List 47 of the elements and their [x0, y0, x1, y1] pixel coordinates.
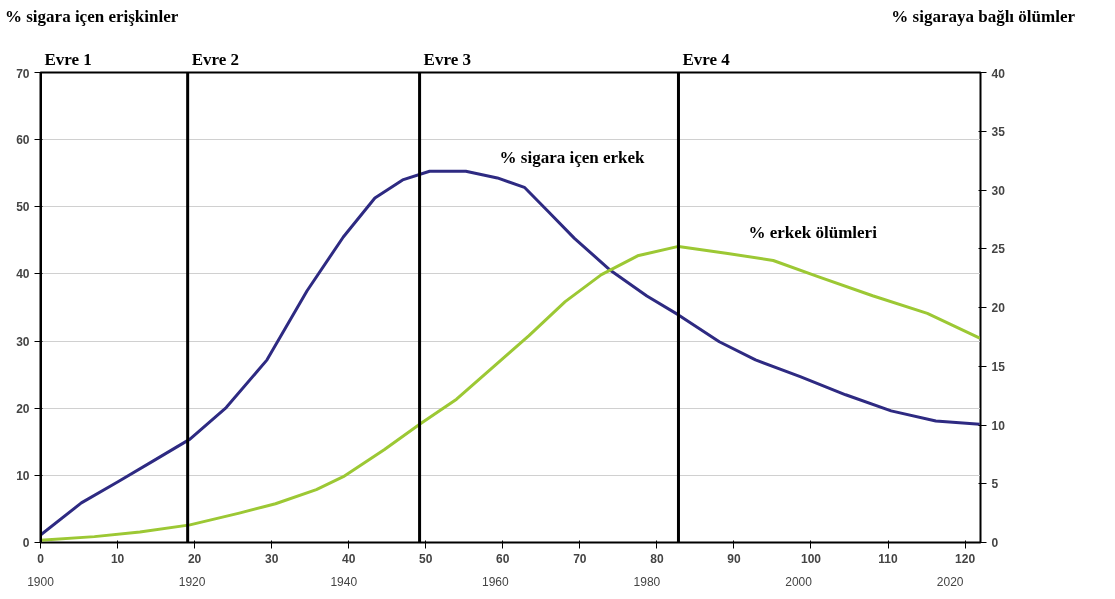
- x-tick-label: 50: [419, 551, 433, 566]
- x-tick-label: 90: [727, 551, 741, 566]
- y-tick-label: 20: [16, 402, 30, 416]
- line-series: [40, 245, 981, 542]
- ref-line-label: Evre 4: [682, 49, 731, 69]
- y-axis-title: % sigara içen erişkinler: [5, 6, 179, 28]
- y-tick-label: 70: [16, 66, 30, 81]
- x-tick-label: 100: [800, 551, 822, 566]
- y2-tick-label: 15: [991, 360, 1006, 375]
- y2-tick-label: 30: [991, 183, 1006, 198]
- y2-tick-label: 25: [991, 242, 1006, 257]
- y2-tick-label: 5: [991, 477, 999, 492]
- y-tick-label: 30: [16, 334, 30, 349]
- x2-tick-label: 1940: [330, 574, 358, 589]
- x2-tick-label: 1960: [481, 574, 510, 589]
- y2-tick-label: 10: [991, 418, 1006, 433]
- x-tick-label: 10: [110, 551, 125, 566]
- x-tick-label: 120: [955, 551, 976, 566]
- y2-tick-label: 0: [991, 536, 999, 551]
- x-tick-label: 40: [342, 551, 356, 566]
- ref-line-label: Evre 1: [44, 49, 92, 69]
- x-tick-label: 60: [496, 551, 510, 566]
- x2-tick-label: 1980: [633, 574, 661, 589]
- x2-tick-label: 2000: [785, 574, 813, 589]
- x-tick-label: 30: [264, 551, 279, 566]
- y2-tick-label: 40: [991, 66, 1006, 81]
- line-series: [40, 169, 981, 537]
- series-label: % erkek ölümleri: [748, 223, 878, 243]
- y-tick-label: 40: [16, 267, 30, 282]
- series-label: % sigara içen erkek: [499, 147, 646, 167]
- y-tick-label: 60: [16, 133, 30, 148]
- x2-tick-label: 1920: [178, 574, 206, 589]
- y-tick-label: 10: [16, 469, 30, 484]
- x-tick-label: 110: [878, 551, 899, 566]
- x-tick-label: 0: [37, 551, 45, 566]
- ref-line-label: Evre 3: [423, 49, 471, 69]
- x-tick-label: 20: [187, 551, 202, 566]
- y-tick-label: 0: [22, 536, 30, 551]
- x2-tick-label: 1900: [27, 574, 55, 589]
- y-tick-label: 50: [16, 200, 30, 215]
- x2-tick-label: 2020: [936, 574, 964, 589]
- x-tick-label: 80: [650, 551, 664, 566]
- ref-line-label: Evre 2: [191, 49, 240, 69]
- y2-tick-label: 20: [991, 301, 1006, 316]
- y2-tick-label: 35: [991, 125, 1006, 140]
- x-tick-label: 70: [573, 551, 587, 566]
- y2-axis-title: % sigaraya bağlı ölümler: [891, 6, 1075, 28]
